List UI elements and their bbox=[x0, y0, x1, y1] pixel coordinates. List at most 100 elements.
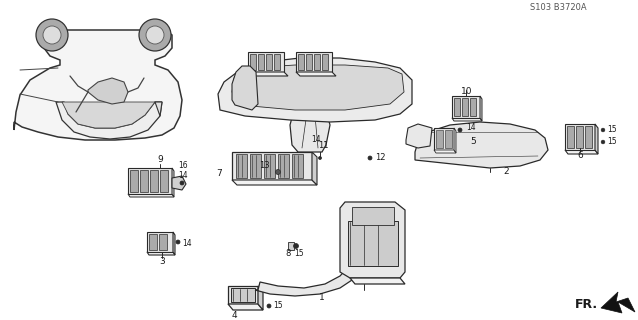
Text: 6: 6 bbox=[577, 151, 583, 161]
Bar bbox=[130, 170, 138, 192]
Text: 13: 13 bbox=[260, 161, 270, 170]
Bar bbox=[160, 170, 168, 192]
Circle shape bbox=[318, 156, 322, 159]
Polygon shape bbox=[62, 102, 155, 128]
Circle shape bbox=[139, 19, 171, 51]
Polygon shape bbox=[595, 124, 598, 154]
Bar bbox=[436, 130, 443, 148]
Polygon shape bbox=[296, 72, 336, 76]
Bar bbox=[470, 98, 476, 116]
Bar bbox=[231, 288, 255, 302]
Polygon shape bbox=[172, 176, 186, 190]
Polygon shape bbox=[601, 292, 635, 313]
Circle shape bbox=[601, 140, 605, 144]
Polygon shape bbox=[452, 96, 480, 118]
Bar bbox=[292, 154, 303, 178]
Polygon shape bbox=[248, 52, 284, 72]
Polygon shape bbox=[88, 78, 128, 104]
Polygon shape bbox=[248, 72, 288, 76]
Bar bbox=[274, 54, 280, 70]
Polygon shape bbox=[128, 168, 172, 194]
Text: 14: 14 bbox=[311, 135, 321, 145]
Polygon shape bbox=[228, 286, 258, 304]
Polygon shape bbox=[340, 202, 405, 278]
Text: 15: 15 bbox=[607, 125, 616, 134]
Bar bbox=[585, 126, 592, 148]
Polygon shape bbox=[565, 150, 598, 154]
Text: 16: 16 bbox=[178, 162, 188, 171]
Text: 9: 9 bbox=[157, 156, 163, 164]
Text: 4: 4 bbox=[231, 310, 237, 319]
Bar bbox=[266, 54, 272, 70]
Text: FR.: FR. bbox=[575, 298, 598, 311]
Text: 14: 14 bbox=[178, 172, 188, 180]
Polygon shape bbox=[312, 152, 317, 185]
Text: 11: 11 bbox=[318, 140, 329, 149]
Polygon shape bbox=[480, 96, 482, 121]
Text: 10: 10 bbox=[461, 87, 473, 97]
Circle shape bbox=[267, 304, 271, 308]
Polygon shape bbox=[290, 102, 330, 152]
Bar bbox=[150, 170, 158, 192]
Text: 1: 1 bbox=[319, 292, 325, 301]
Polygon shape bbox=[173, 232, 175, 255]
Text: 15: 15 bbox=[607, 138, 616, 147]
Polygon shape bbox=[14, 30, 182, 140]
Text: 3: 3 bbox=[159, 258, 165, 267]
Text: 2: 2 bbox=[503, 167, 509, 177]
Bar bbox=[348, 221, 398, 266]
Text: 14: 14 bbox=[466, 124, 475, 132]
Polygon shape bbox=[454, 128, 456, 153]
Bar bbox=[314, 54, 320, 70]
Bar bbox=[140, 170, 148, 192]
Bar bbox=[159, 234, 167, 250]
Text: 15: 15 bbox=[273, 301, 283, 310]
Polygon shape bbox=[565, 124, 595, 150]
Bar bbox=[306, 54, 312, 70]
Polygon shape bbox=[128, 194, 174, 197]
Polygon shape bbox=[56, 102, 162, 139]
Bar bbox=[352, 207, 394, 225]
Polygon shape bbox=[232, 152, 312, 180]
Polygon shape bbox=[434, 150, 456, 153]
Bar bbox=[322, 54, 328, 70]
Bar bbox=[278, 154, 289, 178]
Circle shape bbox=[146, 26, 164, 44]
Text: S103 B3720A: S103 B3720A bbox=[530, 4, 586, 12]
Bar bbox=[567, 126, 574, 148]
Text: 8: 8 bbox=[285, 250, 291, 259]
Bar bbox=[462, 98, 468, 116]
Text: 5: 5 bbox=[470, 138, 476, 147]
Circle shape bbox=[43, 26, 61, 44]
Text: 15: 15 bbox=[294, 250, 304, 259]
Bar bbox=[264, 154, 275, 178]
Bar bbox=[576, 126, 583, 148]
Polygon shape bbox=[296, 52, 332, 72]
Circle shape bbox=[176, 240, 180, 244]
Polygon shape bbox=[255, 240, 370, 296]
Polygon shape bbox=[232, 66, 258, 110]
Polygon shape bbox=[350, 278, 405, 284]
Text: 7: 7 bbox=[216, 169, 222, 178]
Circle shape bbox=[36, 19, 68, 51]
Polygon shape bbox=[155, 102, 162, 116]
Circle shape bbox=[368, 156, 372, 160]
Text: 12: 12 bbox=[375, 154, 385, 163]
Polygon shape bbox=[172, 168, 174, 197]
Bar bbox=[250, 54, 256, 70]
Bar bbox=[250, 154, 261, 178]
Text: 14: 14 bbox=[182, 239, 191, 249]
Polygon shape bbox=[434, 128, 454, 150]
Bar bbox=[454, 98, 460, 116]
Bar bbox=[149, 234, 157, 250]
Polygon shape bbox=[218, 58, 412, 122]
Polygon shape bbox=[232, 65, 404, 110]
Bar bbox=[445, 130, 452, 148]
Circle shape bbox=[458, 128, 462, 132]
Polygon shape bbox=[147, 232, 173, 252]
Polygon shape bbox=[452, 118, 482, 121]
Bar bbox=[258, 54, 264, 70]
Polygon shape bbox=[415, 122, 548, 168]
Polygon shape bbox=[232, 180, 317, 185]
Circle shape bbox=[293, 244, 299, 249]
